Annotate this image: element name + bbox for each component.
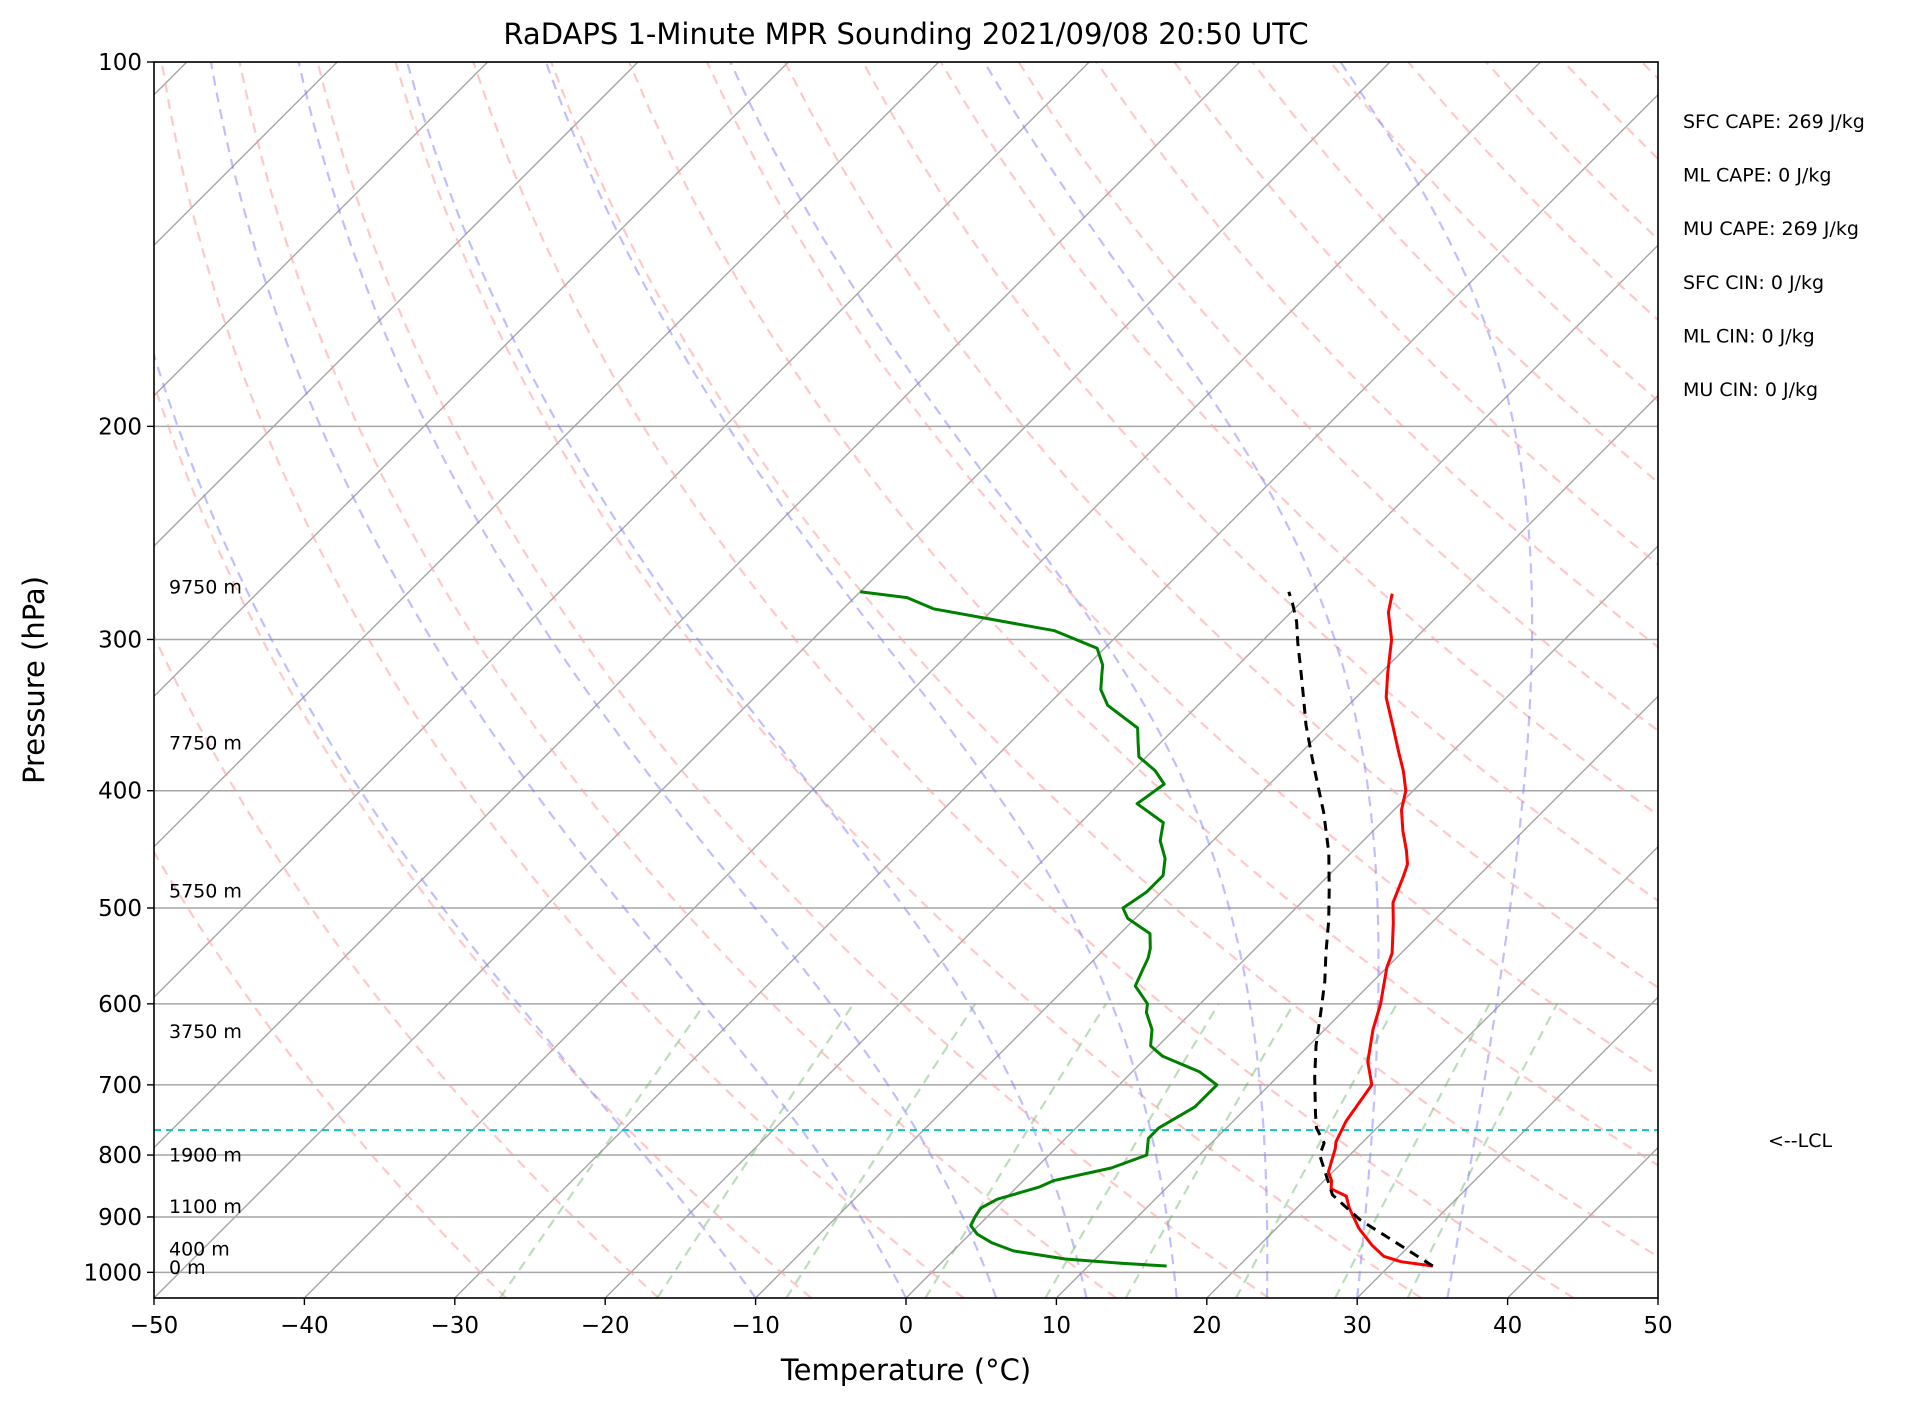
height-label: 0 m <box>169 1257 206 1279</box>
isotherm-line <box>1507 1146 1658 1298</box>
dewpoint-series <box>860 590 1219 1268</box>
height-label: 3750 m <box>169 1021 242 1043</box>
dry-adiabat-line <box>394 62 1422 1298</box>
dry-adiabat-line <box>628 62 1658 1167</box>
parcel-series <box>1287 591 1434 1268</box>
isotherm-line <box>1657 1297 1658 1298</box>
stat-label: MU CIN: 0 J/kg <box>1683 379 1818 401</box>
isotherm-line <box>154 62 940 848</box>
x-tick-label: −20 <box>581 1313 630 1339</box>
dry-adiabat-line <box>154 380 812 1298</box>
mixing-ratio-line <box>656 1003 855 1298</box>
stat-label: ML CAPE: 0 J/kg <box>1683 165 1831 187</box>
dry-adiabat-line <box>154 633 660 1298</box>
dry-adiabat-line <box>1095 62 1658 649</box>
moist-adiabat-line <box>154 350 757 1298</box>
y-tick-label: 1000 <box>83 1260 142 1286</box>
mixing-ratio-line <box>785 1003 977 1298</box>
isotherm-line <box>1356 996 1658 1298</box>
lcl-label: <--LCL <box>1768 1130 1832 1152</box>
moist-adiabat-line <box>1339 62 1534 1298</box>
isotherm-line <box>154 62 1090 999</box>
isotherm-line <box>154 62 789 698</box>
height-label: 9750 m <box>169 577 242 599</box>
moist-adiabat-line <box>544 62 1178 1298</box>
dry-adiabat-line <box>706 62 1658 1078</box>
dry-adiabat-line <box>472 62 1575 1298</box>
mixing-ratio-line <box>924 1003 1107 1298</box>
mixing-ratio-line <box>1334 1003 1491 1298</box>
height-label: 1900 m <box>169 1145 242 1167</box>
mixing-ratio-line <box>1124 1003 1295 1298</box>
moist-adiabat-line <box>209 62 907 1298</box>
x-tick-label: 40 <box>1493 1313 1522 1339</box>
mixing-ratio-line <box>1235 1003 1398 1298</box>
isotherm-line <box>303 62 1541 1298</box>
isotherm-line <box>154 62 639 547</box>
mixing-ratio-line <box>1406 1003 1559 1298</box>
x-tick-label: 0 <box>899 1313 914 1339</box>
moist-adiabat-line <box>729 62 1269 1298</box>
isotherm-line <box>1206 845 1658 1298</box>
x-tick-label: 50 <box>1643 1313 1672 1339</box>
x-axis-label: Temperature (°C) <box>780 1353 1031 1387</box>
y-tick-label: 300 <box>98 627 142 653</box>
y-tick-label: 600 <box>98 992 142 1018</box>
dry-adiabat-line <box>1329 62 1658 403</box>
dry-adiabat-line <box>1641 62 1658 80</box>
isotherm-line <box>454 93 1658 1298</box>
x-tick-label: 30 <box>1343 1313 1372 1339</box>
x-tick-label: −40 <box>280 1313 329 1339</box>
isotherm-line <box>1055 695 1658 1298</box>
x-tick-label: −50 <box>130 1313 179 1339</box>
height-label: 7750 m <box>169 733 242 755</box>
isotherm-line <box>755 394 1658 1298</box>
height-label: 400 m <box>169 1238 230 1260</box>
dry-adiabat-line <box>1720 62 1911 1298</box>
x-tick-label: −30 <box>431 1313 480 1339</box>
x-tick-label: −10 <box>731 1313 780 1339</box>
dry-adiabat-line <box>1485 62 1658 241</box>
x-tick-label: 10 <box>1042 1313 1071 1339</box>
dry-adiabat-line <box>783 62 1658 989</box>
y-tick-label: 700 <box>98 1073 142 1099</box>
dry-adiabat-line <box>550 62 1658 1258</box>
dry-adiabat-line <box>316 62 1270 1298</box>
dry-adiabat-line <box>939 62 1658 817</box>
chart-title: RaDAPS 1-Minute MPR Sounding 2021/09/08 … <box>503 17 1308 51</box>
y-tick-label: 100 <box>98 50 142 76</box>
isotherm-line <box>604 244 1658 1298</box>
y-tick-label: 900 <box>98 1205 142 1231</box>
dry-adiabat-line <box>154 850 507 1298</box>
isotherm-line <box>905 545 1658 1298</box>
y-tick-label: 200 <box>98 414 142 440</box>
isotherm-line <box>154 62 1391 1298</box>
dry-adiabat-line <box>1017 62 1658 732</box>
stat-label: ML CIN: 0 J/kg <box>1683 325 1815 347</box>
temperature-series <box>1326 593 1434 1268</box>
height-label: 5750 m <box>169 880 242 902</box>
y-tick-label: 400 <box>98 779 142 805</box>
mixing-ratio-line <box>498 1003 706 1298</box>
y-tick-label: 500 <box>98 896 142 922</box>
dry-adiabat-line <box>1563 62 1658 161</box>
height-label: 1100 m <box>169 1196 242 1218</box>
stat-label: MU CAPE: 269 J/kg <box>1683 218 1859 240</box>
stat-label: SFC CIN: 0 J/kg <box>1683 272 1824 294</box>
y-tick-label: 800 <box>98 1143 142 1169</box>
isotherm-line <box>154 62 489 397</box>
dry-adiabat-line <box>160 62 965 1298</box>
moist-adiabat-line <box>983 62 1380 1298</box>
y-axis-label: Pressure (hPa) <box>17 576 51 784</box>
moist-adiabat-line <box>406 62 1088 1298</box>
x-tick-label: 20 <box>1192 1313 1221 1339</box>
stat-label: SFC CAPE: 269 J/kg <box>1683 111 1865 133</box>
moist-adiabat-line <box>297 62 998 1298</box>
dry-adiabat-line <box>238 62 1117 1298</box>
isotherm-line <box>154 62 1241 1149</box>
